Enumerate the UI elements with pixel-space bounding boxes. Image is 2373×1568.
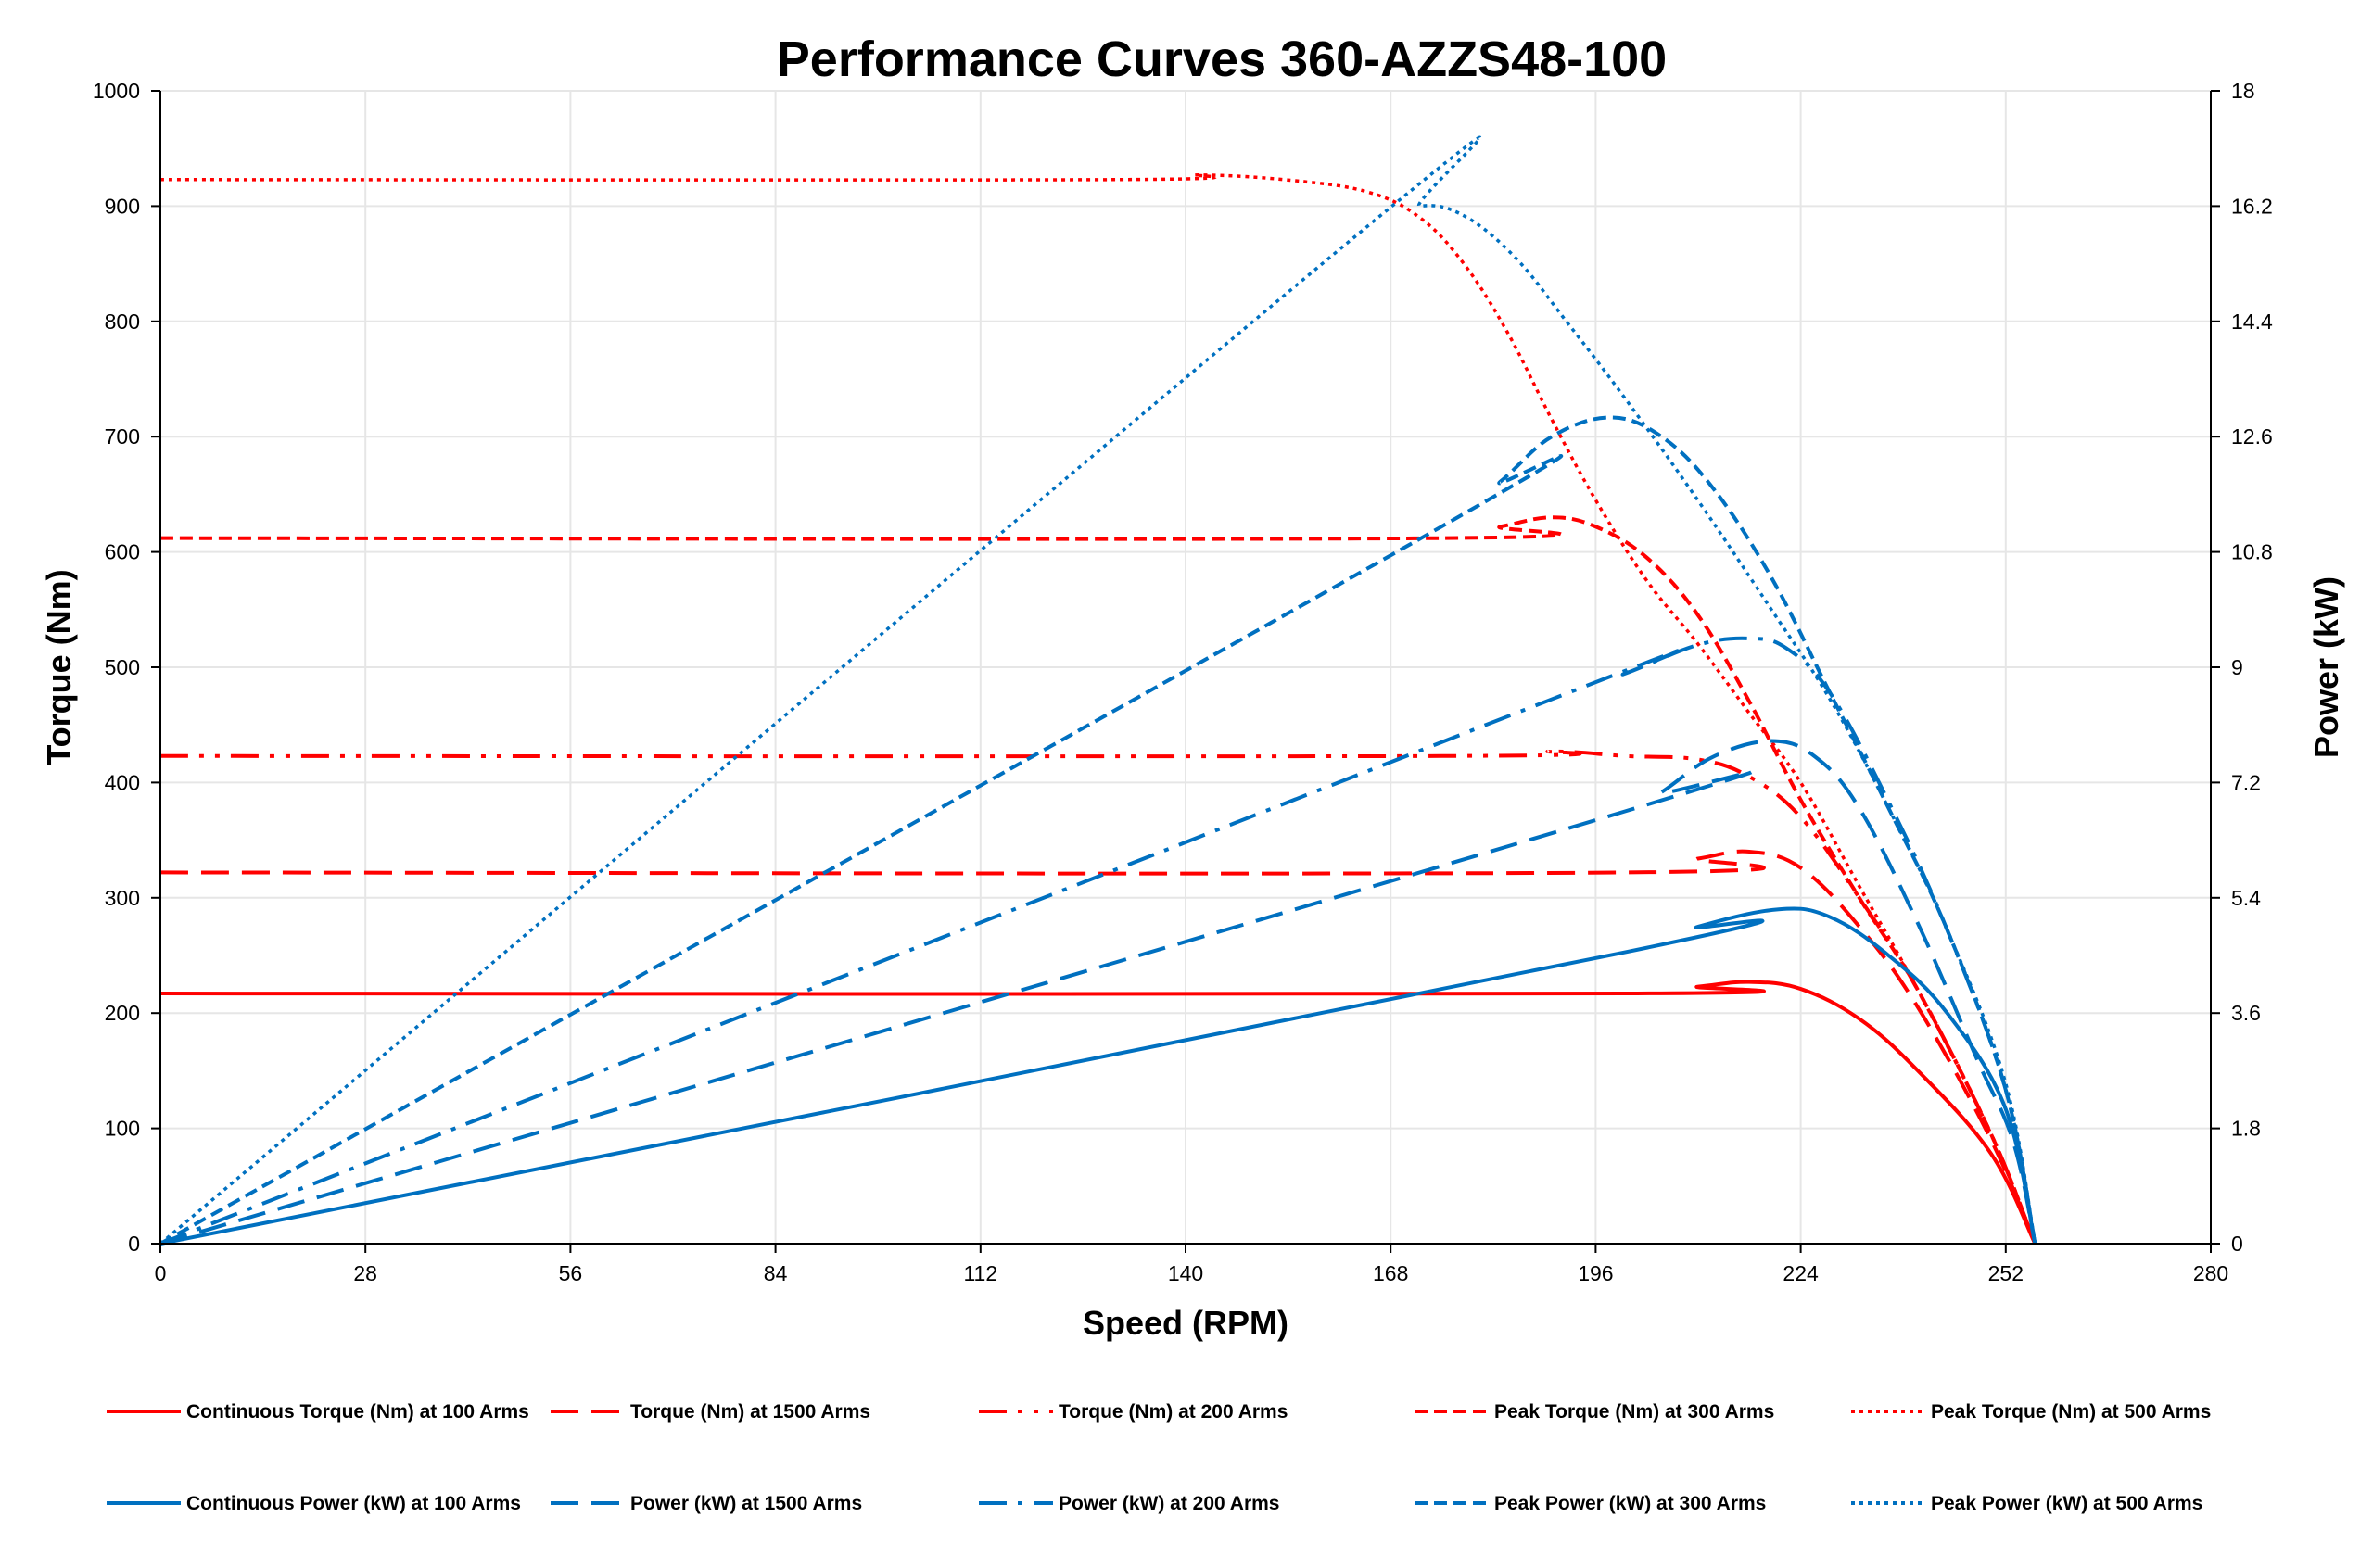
legend-label: Peak Torque (Nm) at 300 Arms (1494, 1401, 1774, 1423)
y-tick-label: 400 (105, 770, 140, 794)
y-tick-label: 800 (105, 310, 140, 334)
x-tick-label: 84 (764, 1261, 788, 1285)
y2-tick-label: 16.2 (2231, 194, 2273, 218)
x-tick-label: 0 (155, 1261, 167, 1285)
x-tick-label: 56 (559, 1261, 583, 1285)
y2-tick-label: 12.6 (2231, 424, 2273, 449)
series-line-7 (159, 636, 2037, 1246)
grid (160, 90, 2212, 1244)
series-line-6 (159, 739, 2037, 1246)
x-axis-label: Speed (RPM) (1083, 1304, 1288, 1342)
y2-tick-label: 0 (2231, 1232, 2243, 1256)
y-tick-label: 200 (105, 1001, 140, 1025)
legend-label: Peak Power (kW) at 300 Arms (1494, 1493, 1766, 1514)
series-line-9 (159, 135, 2037, 1246)
x-tick-label: 280 (2193, 1261, 2228, 1285)
legend-label: Peak Power (kW) at 500 Arms (1931, 1493, 2202, 1514)
y2-tick-label: 10.8 (2231, 540, 2273, 564)
y-tick-label: 500 (105, 655, 140, 679)
y-tick-label: 900 (105, 194, 140, 218)
series-line-0 (159, 980, 2037, 1245)
series-line-8 (159, 415, 2037, 1246)
y-axis-label: Torque (Nm) (40, 569, 78, 765)
y-tick-label: 600 (105, 540, 140, 564)
legend-label: Continuous Power (kW) at 100 Arms (186, 1493, 521, 1514)
y2-axis-label: Power (kW) (2307, 576, 2345, 758)
x-tick-label: 28 (353, 1261, 377, 1285)
y-tick-label: 1000 (93, 79, 140, 103)
y2-tick-label: 1.8 (2231, 1117, 2261, 1141)
chart-title: Performance Curves 360-AZZS48-100 (777, 32, 1667, 87)
legend-label: Torque (Nm) at 1500 Arms (630, 1401, 870, 1423)
axes: 0 28 56 84 112 140 168 196 224 252 280010020030040… (93, 79, 2273, 1285)
x-tick-label: 224 (1783, 1261, 1819, 1285)
x-tick-label: 112 (963, 1261, 997, 1285)
y-tick-label: 700 (105, 424, 140, 449)
y2-tick-label: 14.4 (2231, 310, 2273, 334)
legend: Continuous Torque (Nm) at 100 Arms Torque… (107, 1401, 2211, 1514)
x-tick-label: 168 (1373, 1261, 1408, 1285)
series-group (159, 135, 2037, 1246)
series-line-4 (159, 173, 2037, 1245)
y2-tick-label: 7.2 (2231, 770, 2261, 794)
y2-tick-label: 18 (2231, 79, 2255, 103)
y2-tick-label: 3.6 (2231, 1001, 2261, 1025)
legend-label: Continuous Torque (Nm) at 100 Arms (186, 1401, 529, 1423)
legend-label: Torque (Nm) at 200 Arms (1059, 1401, 1288, 1423)
series-line-3 (159, 515, 2037, 1245)
series-line-2 (159, 749, 2037, 1245)
y-tick-label: 300 (105, 886, 140, 910)
x-tick-label: 252 (1988, 1261, 2024, 1285)
y-tick-label: 0 (128, 1232, 140, 1256)
legend-label: Power (kW) at 200 Arms (1059, 1493, 1279, 1514)
series-line-1 (159, 849, 2037, 1245)
legend-label: Peak Torque (Nm) at 500 Arms (1931, 1401, 2211, 1423)
x-tick-label: 140 (1168, 1261, 1203, 1285)
y-tick-label: 100 (105, 1117, 140, 1141)
y2-tick-label: 5.4 (2231, 886, 2261, 910)
x-tick-label: 196 (1578, 1261, 1613, 1285)
series-line-5 (159, 906, 2037, 1246)
legend-label: Power (kW) at 1500 Arms (630, 1493, 862, 1514)
y2-tick-label: 9 (2231, 655, 2243, 679)
